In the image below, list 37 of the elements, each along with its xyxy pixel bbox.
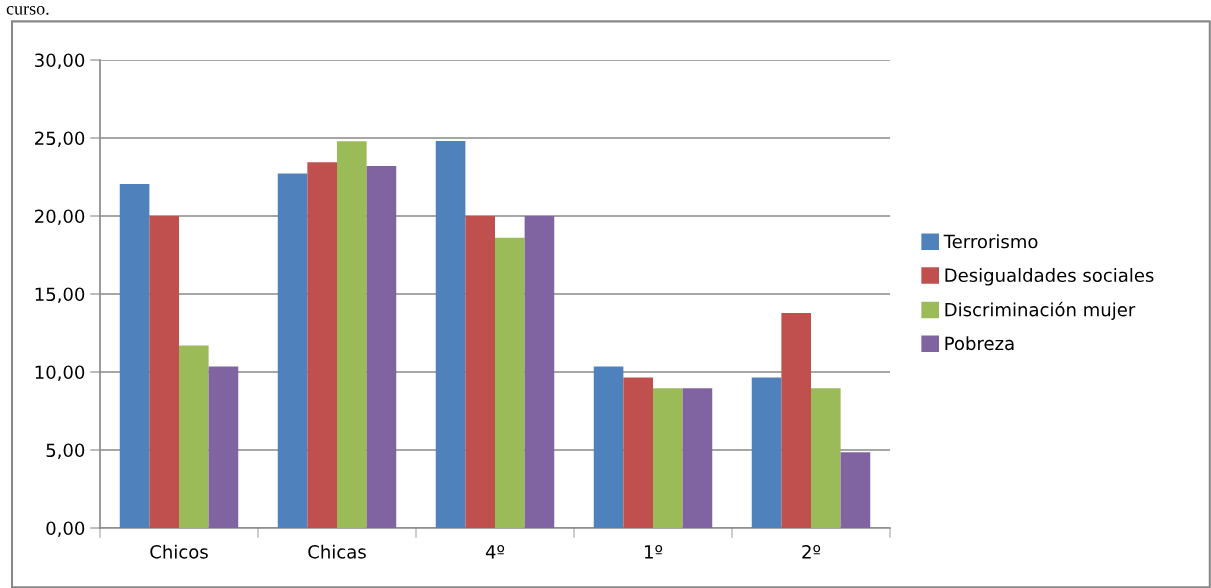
- bar: [277, 173, 308, 528]
- bar: [653, 388, 683, 528]
- x-tick-label: Chicas: [308, 544, 366, 559]
- bar: [524, 216, 555, 528]
- y-tick-label: 30,00: [35, 53, 85, 69]
- y-tick-label: 20,00: [35, 209, 85, 225]
- y-tick-label: 10,00: [35, 365, 85, 381]
- y-tick-label: 0,00: [46, 521, 85, 537]
- bar: [208, 366, 239, 528]
- bar: [179, 345, 209, 528]
- bar: [495, 237, 525, 528]
- x-tick-label: 1º: [644, 544, 663, 559]
- bar: [593, 366, 624, 528]
- bar: [811, 388, 841, 528]
- y-tick-label: 15,00: [35, 287, 85, 303]
- bar: [435, 141, 466, 528]
- legend-label: Pobreza: [945, 336, 1014, 351]
- x-tick-label: 2º: [802, 544, 821, 559]
- x-tick-label: Chicos: [150, 544, 208, 559]
- bar: [307, 162, 337, 528]
- bar: [751, 377, 782, 528]
- bar: [682, 388, 713, 528]
- bar: [781, 312, 811, 528]
- bar: [623, 377, 653, 528]
- text: curso.: [6, 6, 49, 15]
- bar: [465, 216, 495, 528]
- x-tick-label: 4º: [485, 544, 505, 559]
- bar: [840, 452, 871, 528]
- bar: [149, 216, 179, 528]
- legend-label: Terrorismo: [943, 234, 1038, 249]
- legend-label: Desigualdades sociales: [945, 268, 1154, 286]
- y-tick-label: 25,00: [35, 131, 85, 147]
- bar: [337, 141, 367, 528]
- legend-label: Discriminación mujer: [945, 301, 1136, 320]
- y-tick-label: 5,00: [46, 443, 85, 459]
- bar: [366, 166, 397, 528]
- bar: [119, 184, 150, 528]
